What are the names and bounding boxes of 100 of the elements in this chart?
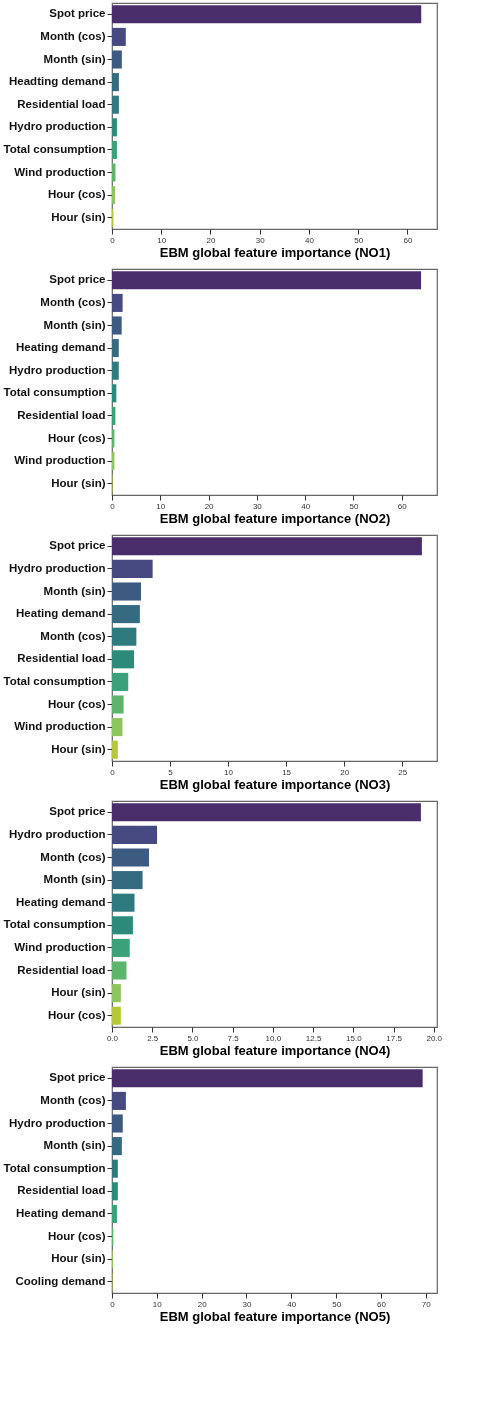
y-tick-label: Month (cos) (40, 1093, 106, 1106)
bar (112, 316, 122, 335)
bar (112, 559, 153, 578)
y-tick-label: Month (sin) (43, 1139, 106, 1152)
x-axis-title: EBM global feature importance (NO4) (159, 1042, 391, 1058)
y-tick-label: Hour (sin) (51, 476, 106, 489)
y-tick-label: Spot price (49, 7, 106, 20)
bar (112, 848, 149, 867)
y-tick-label: Month (cos) (40, 295, 106, 308)
bar (112, 1006, 121, 1025)
bar (112, 1159, 118, 1178)
bar (112, 27, 126, 46)
bar (112, 140, 117, 159)
y-tick-label: Hour (cos) (48, 431, 106, 444)
bar (112, 871, 143, 890)
x-axis-title: EBM global feature importance (NO3) (159, 776, 391, 792)
y-tick-label: Hour (cos) (48, 1008, 106, 1021)
bar (112, 50, 122, 69)
y-tick-label: Total consumption (3, 142, 106, 155)
bar (112, 537, 422, 556)
bar (112, 695, 124, 714)
y-tick-label: Cooling demand (15, 1274, 106, 1287)
x-tick-label: 2.5 (147, 1033, 159, 1043)
y-tick-label: Hydro production (9, 363, 106, 376)
x-tick-label: 10 (224, 767, 234, 777)
bar (112, 5, 422, 24)
x-tick-label: 20 (197, 1299, 208, 1309)
y-tick-label: Headting demand (9, 75, 106, 88)
bar (112, 718, 123, 737)
y-tick-label: Residential load (17, 652, 106, 665)
y-tick-label: Hydro production (9, 561, 106, 574)
bar (112, 361, 119, 380)
bar (112, 1114, 123, 1133)
y-tick-label: Spot price (49, 273, 106, 286)
y-tick-label: Wind production (14, 165, 106, 178)
x-tick-label: 5 (168, 767, 174, 777)
bar (112, 1204, 117, 1223)
x-tick-label: 60 (397, 501, 408, 511)
x-tick-label: 0 (110, 501, 116, 511)
bar (112, 938, 130, 957)
x-tick-label: 10 (157, 235, 167, 245)
y-tick-label: Hour (cos) (48, 697, 106, 710)
bar (112, 605, 140, 624)
bar (112, 1091, 126, 1110)
x-axis-title: EBM global feature importance (NO2) (159, 510, 391, 526)
y-tick-label: Heating demand (16, 895, 106, 908)
bar (112, 271, 422, 290)
y-tick-label: Wind production (14, 940, 106, 953)
x-tick-label: 20 (206, 235, 216, 245)
bar (112, 803, 421, 822)
y-tick-label: Heating demand (16, 1206, 106, 1219)
bar (112, 961, 127, 980)
y-tick-label: Month (sin) (43, 873, 106, 886)
bar (112, 627, 137, 646)
x-tick-label: 7.5 (227, 1033, 240, 1043)
y-tick-label: Total consumption (3, 1161, 106, 1174)
y-tick-label: Month (sin) (43, 52, 106, 65)
bar (112, 118, 117, 137)
y-tick-label: Spot price (49, 1071, 106, 1084)
y-tick-label: Total consumption (3, 674, 106, 687)
bar (112, 650, 135, 669)
x-tick-label: 0 (110, 767, 116, 777)
x-tick-label: 30 (252, 501, 263, 511)
x-tick-label: 60 (377, 1299, 387, 1309)
x-tick-label: 40 (301, 501, 311, 511)
y-tick-label: Wind production (14, 454, 106, 467)
bar (112, 163, 116, 182)
y-tick-label: Hydro production (9, 120, 106, 133)
x-tick-label: 0 (110, 235, 116, 245)
y-tick-label: Residential load (17, 1184, 106, 1197)
x-tick-label: 60 (403, 235, 413, 245)
x-tick-label: 15.0 (346, 1033, 363, 1043)
bar (112, 916, 133, 935)
bar (112, 672, 129, 691)
y-tick-label: Hour (sin) (51, 1252, 106, 1265)
bar (112, 1069, 423, 1088)
x-tick-label: 50 (349, 501, 359, 511)
y-tick-label: Total consumption (3, 386, 106, 399)
y-tick-label: Heating demand (16, 607, 106, 620)
x-tick-label: 12.5 (305, 1033, 322, 1043)
bar (112, 339, 119, 358)
x-tick-label: 15 (282, 767, 292, 777)
x-tick-label: 70 (421, 1299, 432, 1309)
x-tick-label: 20 (340, 767, 350, 777)
y-tick-label: Residential load (17, 963, 106, 976)
bar (112, 825, 158, 844)
y-tick-label: Spot price (49, 539, 106, 552)
x-tick-label: 5.0 (187, 1033, 200, 1043)
y-tick-label: Month (cos) (40, 850, 106, 863)
x-tick-label: 10.0 (265, 1033, 282, 1043)
y-tick-label: Heating demand (16, 341, 106, 354)
x-tick-label: 30 (242, 1299, 252, 1309)
x-tick-label: 40 (287, 1299, 297, 1309)
y-tick-label: Residential load (17, 408, 106, 421)
bar (112, 384, 117, 403)
y-tick-label: Hydro production (9, 1116, 106, 1129)
y-tick-label: Hour (cos) (48, 1229, 106, 1242)
bar (112, 293, 123, 312)
y-tick-label: Hour (cos) (48, 188, 106, 201)
bar (112, 1182, 118, 1201)
